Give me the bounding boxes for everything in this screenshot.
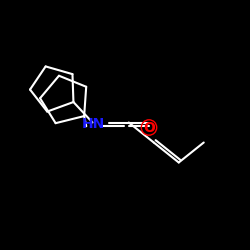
Text: O: O xyxy=(143,120,155,134)
Text: HN: HN xyxy=(82,117,106,131)
